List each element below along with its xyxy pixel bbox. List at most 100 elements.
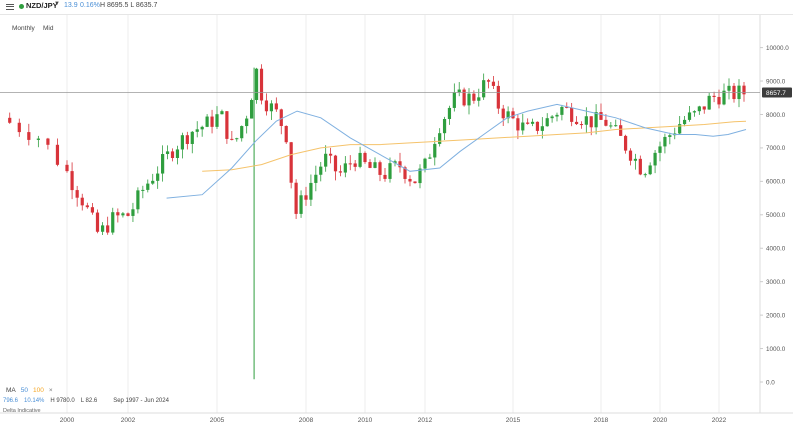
candle-body	[36, 138, 40, 140]
candle-body	[304, 195, 308, 200]
candle-body	[368, 162, 372, 168]
stat-date-range: Sep 1997 - Jun 2024	[113, 398, 169, 404]
candle-body	[545, 118, 549, 127]
candle-body	[663, 136, 667, 147]
ma-100-line	[202, 120, 747, 172]
instrument-header: NZD/JPY ▼ 13.9 0.16% H 8695.5 L 8635.7	[0, 0, 793, 14]
candle-body	[90, 207, 95, 213]
candle-body	[403, 167, 407, 179]
candle-body	[200, 126, 204, 130]
candle-body	[250, 99, 254, 119]
candle-body	[643, 174, 647, 176]
candle-body	[363, 152, 367, 163]
indicator-legend: MA 50 100 ×	[6, 387, 53, 394]
candle-body	[131, 209, 135, 216]
interval-selector[interactable]: Monthly	[12, 25, 35, 32]
remove-indicator-icon[interactable]: ×	[48, 387, 53, 394]
symbol-selector[interactable]: NZD/JPY	[26, 1, 58, 10]
stat-low: L 82.6	[80, 398, 98, 404]
candle-body	[284, 125, 288, 143]
candle-body	[462, 89, 466, 106]
ma-fast-period: 50	[20, 387, 28, 394]
candle-body	[100, 225, 105, 232]
market-status-dot	[19, 4, 24, 9]
candle-body	[398, 161, 402, 168]
candle-body	[383, 174, 387, 179]
stat-value: 796.6	[3, 398, 19, 404]
candle-body	[516, 118, 520, 131]
x-tick-label: 2018	[594, 417, 609, 424]
candle-body	[687, 112, 692, 120]
candle-body	[717, 96, 721, 105]
candle-body	[378, 162, 382, 175]
candle-body	[353, 163, 357, 167]
candle-body	[170, 151, 175, 159]
high-low-values: H 8695.5 L 8635.7	[100, 1, 158, 9]
candle-body	[126, 213, 130, 216]
candle-body	[604, 119, 608, 126]
candle-body	[457, 89, 461, 93]
hamburger-menu-icon[interactable]	[6, 2, 14, 11]
candle-body	[423, 158, 427, 169]
candle-body	[697, 106, 701, 112]
candle-body	[447, 107, 452, 120]
candle-body	[501, 108, 505, 119]
candle-body	[702, 106, 706, 110]
candle-body	[151, 180, 155, 184]
candle-body	[70, 171, 74, 191]
price-change: 13.9	[64, 1, 78, 9]
x-tick-label: 2022	[712, 417, 727, 424]
candle-body	[599, 112, 603, 120]
candle-body	[668, 135, 672, 137]
candle-body	[46, 138, 50, 145]
y-tick-label: 5000.0	[766, 212, 786, 219]
x-tick-label: 2015	[506, 417, 521, 424]
y-tick-label: 7000.0	[766, 145, 786, 152]
stat-high: H 9780.0	[50, 398, 75, 404]
candle-body	[264, 100, 269, 112]
indicator-name[interactable]: MA	[6, 387, 16, 394]
candle-body	[418, 168, 422, 184]
candle-body	[707, 95, 711, 110]
candle-body	[161, 154, 165, 174]
candle-body	[343, 163, 347, 173]
candle-body	[309, 182, 313, 200]
candle-body	[579, 124, 584, 126]
candle-body	[633, 158, 638, 161]
candle-body	[225, 111, 229, 139]
candle-body	[521, 122, 525, 131]
y-tick-label: 8000.0	[766, 112, 786, 119]
candle-body	[609, 125, 613, 127]
delta-indicative-note: Delta Indicative	[3, 408, 41, 414]
candle-body	[348, 163, 352, 165]
candle-body	[55, 144, 60, 165]
candle-body	[594, 112, 598, 128]
candle-body	[215, 114, 219, 127]
range-stats: 796.6 10.14% H 9780.0 L 82.6 Sep 1997 - …	[3, 398, 169, 404]
candle-body	[623, 135, 628, 151]
candle-body	[584, 116, 588, 125]
candle-body	[486, 80, 491, 82]
candle-body	[393, 161, 397, 164]
chevron-down-icon[interactable]: ▼	[54, 1, 60, 7]
candle-body	[570, 107, 574, 122]
candle-body	[722, 90, 726, 105]
candle-body	[328, 153, 333, 156]
candle-body	[727, 85, 731, 91]
price-type-selector[interactable]: Mid	[43, 25, 54, 32]
y-tick-label: 0.0	[766, 379, 775, 386]
candle-body	[408, 178, 412, 182]
stat-percent: 10.14%	[24, 398, 45, 404]
candle-body	[388, 163, 392, 179]
candle-body	[324, 153, 328, 167]
candle-body	[467, 93, 471, 106]
candle-body	[574, 121, 579, 125]
candle-body	[555, 114, 559, 117]
candle-body	[220, 111, 224, 115]
y-tick-label: 10000.0	[766, 45, 789, 52]
candle-body	[289, 142, 293, 183]
candle-body	[496, 85, 500, 109]
candle-body	[589, 116, 593, 128]
candle-body	[95, 212, 100, 232]
